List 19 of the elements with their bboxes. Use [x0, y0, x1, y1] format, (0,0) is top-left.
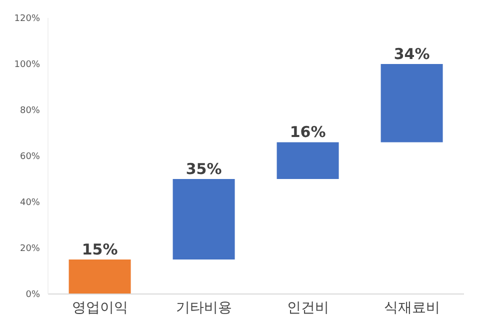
y-tick-label: 0%	[26, 290, 40, 300]
bar	[68, 260, 131, 294]
y-tick-label: 100%	[14, 60, 40, 70]
data-label: 15%	[82, 240, 118, 258]
data-label: 34%	[394, 45, 430, 63]
data-label: 35%	[186, 160, 222, 178]
x-tick-label: 인건비	[287, 300, 329, 316]
bar	[172, 179, 235, 260]
data-label: 16%	[290, 123, 326, 142]
x-tick-label: 기타비용	[176, 300, 232, 316]
y-tick-label: 20%	[20, 244, 40, 254]
y-tick-label: 80%	[20, 106, 40, 116]
bar	[276, 142, 339, 179]
y-tick-label: 120%	[14, 14, 40, 24]
y-tick-label: 60%	[20, 152, 40, 162]
y-tick-label: 40%	[20, 198, 40, 208]
x-tick-label: 식재료비	[384, 300, 440, 316]
x-tick-label: 영업이익	[72, 300, 128, 316]
bar	[380, 64, 443, 142]
